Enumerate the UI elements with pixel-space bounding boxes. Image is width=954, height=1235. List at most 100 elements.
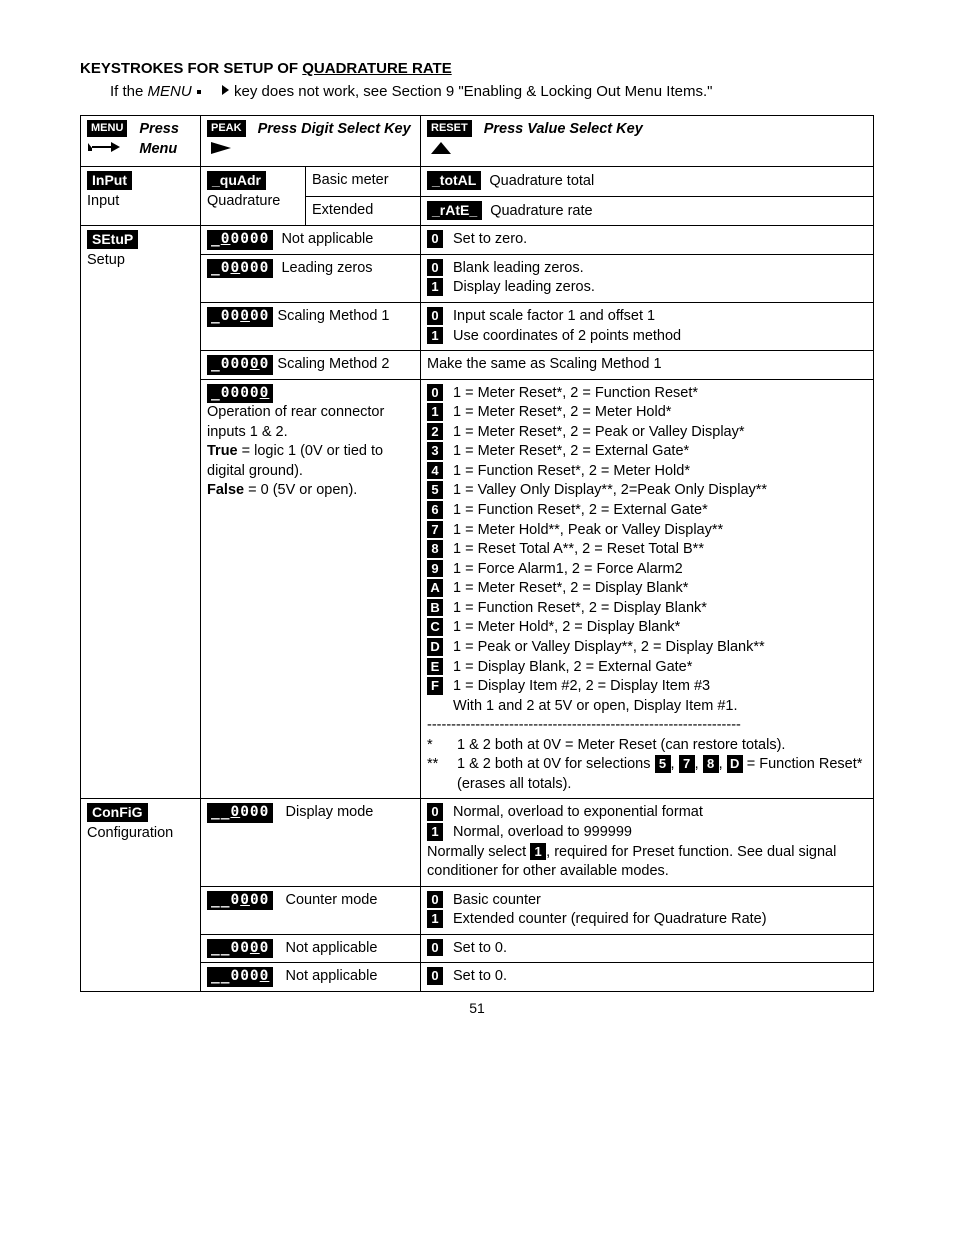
s2-left: _00000 Leading zeros bbox=[201, 254, 421, 302]
opt-text: 1 = Valley Only Display**, 2=Peak Only D… bbox=[453, 481, 867, 501]
config-cell: ConFiG Configuration bbox=[81, 799, 201, 992]
quadr-cell: _quAdr Quadrature bbox=[201, 167, 306, 226]
c2-right: 0Basic counter 1Extended counter (requir… bbox=[421, 886, 874, 934]
fn2-txt: 1 & 2 both at 0V for selections 5, 7, 8,… bbox=[457, 755, 867, 794]
setup-under: Setup bbox=[87, 252, 125, 268]
s5-opt-line: 9 1 = Force Alarm1, 2 = Force Alarm2 bbox=[427, 560, 867, 580]
s4-digits: _00000 bbox=[207, 355, 273, 375]
title-underlined: QUADRATURE RATE bbox=[302, 60, 451, 77]
menu-arrow-icon bbox=[87, 140, 121, 161]
opt-text: 1 = Meter Hold**, Peak or Valley Display… bbox=[453, 521, 867, 541]
s5-opt-line: 5 1 = Valley Only Display**, 2=Peak Only … bbox=[427, 481, 867, 501]
opt-text: 1 = Force Alarm1, 2 = Force Alarm2 bbox=[453, 560, 867, 580]
input-under: Input bbox=[87, 193, 119, 209]
opt-key: 5 bbox=[427, 481, 443, 499]
total-badge: _totAL bbox=[427, 171, 481, 190]
c3-opt0: Set to 0. bbox=[453, 939, 867, 959]
s3-opt1: Use coordinates of 2 points method bbox=[453, 327, 867, 347]
s5-opt-line: 0 1 = Meter Reset*, 2 = Function Reset* bbox=[427, 384, 867, 404]
opt-text: 1 = Meter Reset*, 2 = Display Blank* bbox=[453, 579, 867, 599]
c1-opt0: Normal, overload to exponential format bbox=[453, 803, 867, 823]
rate-badge: _rAtE_ bbox=[427, 201, 482, 220]
opt-0: 0 bbox=[427, 967, 443, 985]
reset-text: Press Value Select Key bbox=[484, 120, 643, 162]
opt-key: A bbox=[427, 579, 443, 597]
c4-label: Not applicable bbox=[285, 968, 377, 984]
menu-label: MENU bbox=[87, 120, 127, 137]
c1-right: 0Normal, overload to exponential format … bbox=[421, 799, 874, 886]
opt-text: 1 = Meter Reset*, 2 = Meter Hold* bbox=[453, 403, 867, 423]
input-badge: InPut bbox=[87, 171, 132, 190]
c4-digits: __0000 bbox=[207, 967, 273, 987]
opt-key: D bbox=[427, 638, 443, 656]
total-cell: _totAL Quadrature total bbox=[421, 167, 874, 197]
c4-left: __0000 Not applicable bbox=[201, 963, 421, 992]
opt-text: 1 = Meter Reset*, 2 = Function Reset* bbox=[453, 384, 867, 404]
subtitle-b: key does not work, see Section 9 "Enabli… bbox=[234, 83, 712, 100]
page-number: 51 bbox=[80, 1000, 874, 1016]
s3-left: _00000 Scaling Method 1 bbox=[201, 302, 421, 350]
opt-text: 1 = Peak or Valley Display**, 2 = Displa… bbox=[453, 638, 867, 658]
c3-left: __0000 Not applicable bbox=[201, 934, 421, 963]
s4-left: _00000 Scaling Method 2 bbox=[201, 351, 421, 380]
opt-key: 2 bbox=[427, 423, 443, 441]
setup-table: MENU Press Menu PEAK Press Digit Select … bbox=[80, 115, 874, 992]
title-prefix: KEYSTROKES FOR SETUP OF bbox=[80, 60, 302, 77]
opt-key: C bbox=[427, 618, 443, 636]
opt-text: 1 = Display Item #2, 2 = Display Item #3 bbox=[453, 677, 867, 697]
hdr-menu: MENU Press Menu bbox=[81, 116, 201, 167]
input-cell: InPut Input bbox=[81, 167, 201, 226]
s5-false-txt: = 0 (5V or open). bbox=[244, 482, 357, 498]
s1-opt0: Set to zero. bbox=[453, 230, 867, 250]
s4-text: Make the same as Scaling Method 1 bbox=[427, 356, 662, 372]
hdr-reset: RESET Press Value Select Key bbox=[421, 116, 874, 167]
hdr-peak: PEAK Press Digit Select Key bbox=[201, 116, 421, 167]
opt-0: 0 bbox=[427, 307, 443, 325]
s5-opt-line: 2 1 = Meter Reset*, 2 = Peak or Valley Di… bbox=[427, 423, 867, 443]
c2-opt0: Basic counter bbox=[453, 891, 867, 911]
reset-triangle-icon bbox=[427, 140, 455, 163]
c3-label: Not applicable bbox=[285, 940, 377, 956]
s5-sep: ----------------------------------------… bbox=[427, 716, 867, 736]
fn1-txt: 1 & 2 both at 0V = Meter Reset (can rest… bbox=[457, 736, 867, 756]
peak-label: PEAK bbox=[207, 120, 246, 137]
opt-key: 3 bbox=[427, 442, 443, 460]
extended-cell: Extended bbox=[306, 196, 421, 226]
opt-1: 1 bbox=[427, 910, 443, 928]
c3-digits: __0000 bbox=[207, 939, 273, 959]
opt-key: 8 bbox=[427, 540, 443, 558]
c1-note-a: Normally select bbox=[427, 844, 530, 860]
fn1-mark: * bbox=[427, 736, 457, 756]
subtitle-menu: MENU bbox=[148, 83, 192, 100]
s4-label: Scaling Method 2 bbox=[277, 356, 389, 372]
opt-text: 1 = Meter Reset*, 2 = Peak or Valley Dis… bbox=[453, 423, 867, 443]
s3-label: Scaling Method 1 bbox=[277, 308, 389, 324]
opt-0: 0 bbox=[427, 259, 443, 277]
s5-digits: _00000 bbox=[207, 384, 273, 404]
s5-opt-line: E1 = Display Blank, 2 = External Gate* bbox=[427, 658, 867, 678]
total-text: Quadrature total bbox=[489, 173, 594, 189]
c1-note-key: 1 bbox=[530, 843, 546, 861]
s5-opt-line: B1 = Function Reset*, 2 = Display Blank* bbox=[427, 599, 867, 619]
opt-text: 1 = Function Reset*, 2 = Display Blank* bbox=[453, 599, 867, 619]
quadr-badge: _quAdr bbox=[207, 171, 266, 190]
opt-key: 0 bbox=[427, 384, 443, 402]
s2-opt1: Display leading zeros. bbox=[453, 278, 867, 298]
peak-text: Press Digit Select Key bbox=[258, 120, 411, 162]
menu-text: Press Menu bbox=[139, 120, 194, 160]
reset-label: RESET bbox=[427, 120, 472, 137]
s1-left: _00000 Not applicable bbox=[201, 226, 421, 255]
s4-right: Make the same as Scaling Method 1 bbox=[421, 351, 874, 380]
s5-false-lbl: False bbox=[207, 482, 244, 498]
basic-meter-cell: Basic meter bbox=[306, 167, 421, 197]
fn2-key: 7 bbox=[679, 755, 695, 773]
c4-opt0: Set to 0. bbox=[453, 967, 867, 987]
s5-opt-line: 71 = Meter Hold**, Peak or Valley Displa… bbox=[427, 521, 867, 541]
opt-text: 1 = Meter Hold*, 2 = Display Blank* bbox=[453, 618, 867, 638]
fn2-key: 5 bbox=[655, 755, 671, 773]
opt-0: 0 bbox=[427, 891, 443, 909]
c3-right: 0Set to 0. bbox=[421, 934, 874, 963]
s3-right: 0Input scale factor 1 and offset 1 1Use … bbox=[421, 302, 874, 350]
c4-right: 0 Set to 0. bbox=[421, 963, 874, 992]
opt-key: 9 bbox=[427, 560, 443, 578]
